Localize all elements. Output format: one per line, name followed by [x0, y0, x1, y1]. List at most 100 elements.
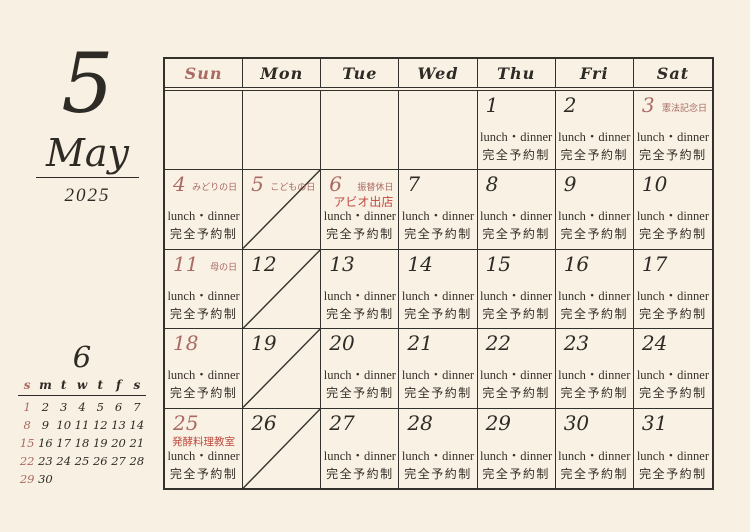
day-cell-15: 15 lunch・dinner 完全予約制: [477, 249, 556, 330]
lunch-dinner-text: lunch・dinner: [480, 288, 553, 303]
reservation-only-text: 完全予約制: [482, 306, 550, 321]
mini-day-27: 27: [111, 454, 126, 468]
reservation-only-text: 完全予約制: [404, 306, 472, 321]
lunch-dinner-text: lunch・dinner: [167, 368, 240, 383]
mini-day-30: 30: [38, 472, 53, 486]
reservation-only-text: 完全予約制: [482, 466, 550, 481]
day-number: 22: [485, 331, 512, 356]
day-number: 5: [251, 172, 264, 197]
day-number: 31: [641, 410, 668, 435]
weekday-header-sat: Sat: [656, 63, 690, 83]
holiday-label: こどもの日: [270, 182, 316, 193]
reservation-note: lunch・dinner 完全予約制: [321, 209, 398, 241]
reservation-note: lunch・dinner 完全予約制: [634, 449, 712, 481]
lunch-dinner-text: lunch・dinner: [401, 288, 475, 303]
mini-day-28: 28: [129, 454, 145, 468]
reservation-only-text: 完全予約制: [560, 227, 629, 242]
weekday-header-row: Sun Mon Tue Wed Thu Fri Sat: [165, 59, 712, 91]
mini-weekday-5: f: [115, 378, 122, 392]
empty-cell: [399, 91, 478, 171]
reservation-note: lunch・dinner 完全予約制: [399, 449, 476, 481]
month-name: May: [35, 133, 140, 178]
weekday-header-sun: Sun: [165, 59, 244, 87]
day-cell-30: 30 lunch・dinner 完全予約制: [556, 408, 634, 488]
mini-day-18: 18: [74, 436, 90, 450]
day-cell-28: 28 lunch・dinner 完全予約制: [399, 408, 478, 488]
lunch-dinner-text: lunch・dinner: [323, 368, 396, 383]
day-cell-2: 2 lunch・dinner 完全予約制: [555, 91, 634, 171]
reservation-only-text: 完全予約制: [404, 227, 472, 242]
empty-cell: [165, 91, 244, 171]
day-number: 20: [329, 331, 355, 356]
reservation-note: lunch・dinner 完全予約制: [478, 289, 555, 321]
day-cell-17: 17 lunch・dinner 完全予約制: [633, 250, 712, 330]
day-cell-10: 10 lunch・dinner 完全予約制: [633, 170, 712, 250]
mini-calendar-title: 6: [72, 340, 92, 374]
reservation-note: lunch・dinner 完全予約制: [556, 368, 633, 400]
holiday-label: 振替休日: [357, 182, 394, 193]
lunch-dinner-text: lunch・dinner: [480, 209, 553, 224]
day-number: 19: [251, 331, 277, 356]
mini-weekday-4: t: [97, 378, 104, 392]
day-number: 15: [485, 251, 512, 276]
reservation-only-text: 完全予約制: [560, 466, 629, 481]
mini-weeks: 1 2 3 4 5 6 7 8 9 10 11 12 13 14 15 16 17 18 19 20 21 22 23 24 2…: [18, 400, 146, 486]
weekday-header-thu: Thu: [478, 59, 556, 87]
reservation-only-text: 完全予約制: [482, 227, 550, 242]
day-number: 14: [407, 251, 433, 276]
day-cell-1: 1 lunch・dinner 完全予約制: [477, 91, 556, 171]
day-number: 18: [173, 331, 199, 356]
reservation-note: lunch・dinner 完全予約制: [321, 368, 398, 400]
reservation-only-text: 完全予約制: [326, 227, 394, 242]
day-cell-4: 4 みどりの日 lunch・dinner 完全予約制: [165, 170, 244, 250]
lunch-dinner-text: lunch・dinner: [323, 209, 396, 224]
weekday-header-mon: Mon: [243, 59, 322, 87]
mini-weekday-6: s: [133, 378, 141, 392]
day-cell-25: 25 発酵料理教室 lunch・dinner 完全予約制: [165, 408, 244, 488]
lunch-dinner-text: lunch・dinner: [167, 209, 240, 224]
reservation-note: lunch・dinner 完全予約制: [556, 449, 633, 481]
day-cell-22: 22 lunch・dinner 完全予約制: [477, 329, 556, 409]
day-cell-26: 26: [243, 408, 322, 488]
day-number: 13: [329, 251, 355, 276]
mini-day-1: 1: [23, 400, 31, 414]
day-number: 28: [407, 410, 433, 435]
mini-day-11: 11: [74, 418, 90, 432]
day-cell-13: 13 lunch・dinner 完全予約制: [321, 249, 400, 330]
reservation-note: lunch・dinner 完全予約制: [165, 209, 242, 241]
reservation-note: lunch・dinner 完全予約制: [165, 368, 242, 400]
lunch-dinner-text: lunch・dinner: [401, 368, 475, 383]
day-number: 9: [563, 172, 577, 197]
main-calendar: Sun Mon Tue Wed Thu Fri Sat 1 lunch・dinner 完全予約制…: [163, 57, 714, 490]
weekday-header-fri: Fri: [556, 59, 634, 87]
mini-week-row: 22 23 24 25 26 27 28: [18, 454, 146, 468]
day-number: 29: [485, 410, 512, 435]
mini-weekday-0: s: [23, 378, 31, 392]
holiday-label: 母の日: [210, 261, 238, 272]
mini-day-5: 5: [96, 400, 104, 414]
lunch-dinner-text: lunch・dinner: [636, 288, 710, 303]
mini-day-7: 7: [133, 400, 141, 414]
holiday-label: みどりの日: [192, 182, 238, 193]
day-number: 27: [329, 410, 355, 435]
lunch-dinner-text: lunch・dinner: [636, 209, 710, 224]
day-number: 26: [251, 410, 277, 435]
mini-day-22: 22: [19, 454, 35, 468]
lunch-dinner-text: lunch・dinner: [636, 130, 710, 144]
reservation-note: lunch・dinner 完全予約制: [165, 449, 242, 481]
lunch-dinner-text: lunch・dinner: [636, 448, 710, 463]
reservation-only-text: 完全予約制: [482, 148, 550, 162]
day-cell-31: 31 lunch・dinner 完全予約制: [634, 409, 712, 488]
event-label: 発酵料理教室: [172, 436, 236, 448]
lunch-dinner-text: lunch・dinner: [558, 288, 631, 303]
mini-day-9: 9: [41, 418, 50, 432]
mini-week-row: 29 30: [18, 472, 146, 486]
mini-day-6: 6: [114, 400, 123, 414]
mini-day-12: 12: [92, 418, 108, 432]
day-cell-16: 16 lunch・dinner 完全予約制: [555, 249, 634, 330]
day-cell-6: 6 振替休日 アビオ出店 lunch・dinner 完全予約制: [321, 170, 400, 250]
day-number: 23: [563, 331, 590, 356]
reservation-only-text: 完全予約制: [560, 148, 629, 162]
reservation-note: lunch・dinner 完全予約制: [399, 368, 476, 400]
